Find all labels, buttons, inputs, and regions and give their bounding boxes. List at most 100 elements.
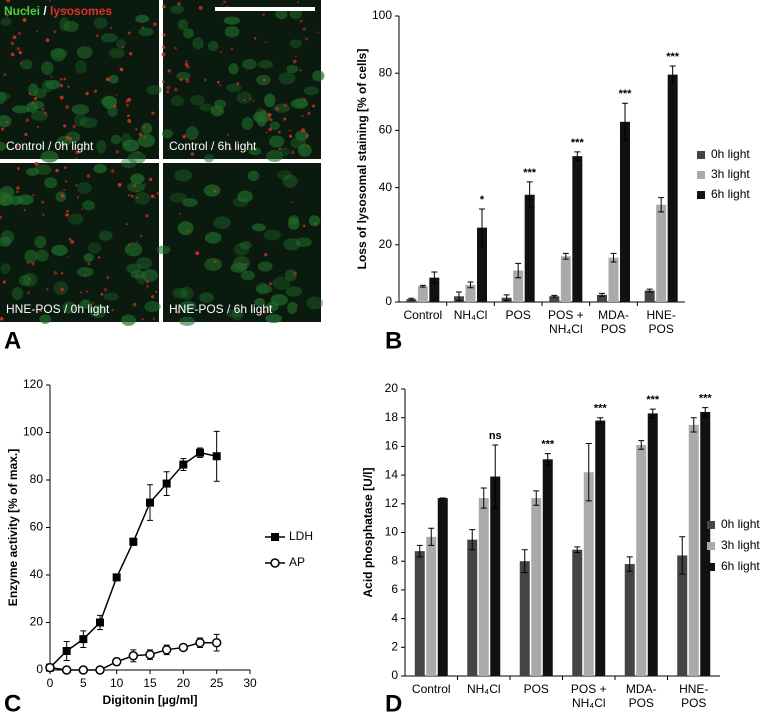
lysosome (288, 134, 293, 138)
significance-label: *** (666, 51, 680, 63)
nucleus (226, 83, 242, 93)
x-tick-label-line: NH₄Cl (454, 308, 488, 322)
y-tick-label: 4 (391, 611, 398, 625)
bar (572, 549, 583, 676)
x-tick-label-line: Control (412, 682, 451, 696)
nucleus (177, 221, 194, 236)
lysosome (127, 118, 132, 123)
bar (417, 286, 428, 302)
lysosome (16, 166, 20, 170)
lysosome (262, 110, 266, 114)
marker (146, 498, 154, 507)
lysosome (60, 193, 65, 198)
nucleus (138, 133, 156, 148)
nucleus (0, 141, 7, 152)
lysosome (301, 114, 304, 117)
nucleus (121, 314, 136, 326)
nucleus (136, 257, 153, 270)
lysosome (16, 186, 20, 190)
marker (79, 635, 88, 644)
lysosome (16, 47, 21, 51)
lysosome (203, 78, 207, 82)
bar (647, 413, 658, 676)
lysosome (288, 129, 291, 132)
lysosome (59, 95, 64, 100)
y-tick-label: 80 (379, 65, 393, 79)
lysosome (143, 125, 146, 128)
error-bar (574, 151, 581, 161)
lysosome (303, 97, 306, 101)
x-tick-label-line: POS (629, 696, 654, 710)
lysosome (119, 67, 124, 72)
nucleus (170, 95, 185, 107)
legend-label: LDH (289, 529, 313, 543)
lysosome (1, 127, 5, 131)
nucleus (144, 301, 161, 313)
nucleus (290, 98, 309, 109)
lysosome (150, 295, 155, 299)
x-tick-label: 20 (177, 676, 191, 690)
error-bar (533, 490, 540, 506)
lysosome (31, 100, 34, 104)
legend-label: 0h light (721, 517, 760, 531)
bar (519, 561, 530, 676)
lysosome (111, 308, 114, 312)
lysosome (70, 240, 75, 244)
error-bar (416, 544, 423, 558)
nucleus (265, 313, 283, 324)
nucleus (96, 139, 107, 154)
nucleus (0, 193, 13, 207)
y-tick-label: 100 (23, 425, 43, 439)
marker (195, 637, 205, 648)
error-bar (479, 208, 485, 247)
x-tick-label-line: POS (681, 696, 706, 710)
lysosome (290, 150, 295, 155)
lysosome (67, 256, 70, 258)
y-tick-label: 20 (379, 237, 393, 251)
legend-swatch (697, 151, 705, 159)
nucleus (83, 253, 94, 262)
lysosome (184, 59, 188, 63)
lysosome (37, 143, 39, 145)
y-tick-label: 12 (385, 496, 399, 510)
legend-swatch (697, 171, 705, 179)
lysosome (177, 1, 181, 6)
lysosome (264, 41, 267, 43)
nucleus (223, 16, 241, 25)
x-tick-label: Control (412, 682, 451, 696)
nucleus (108, 48, 125, 59)
lysosome (113, 104, 117, 108)
lysosome (87, 262, 91, 266)
error-bar (690, 417, 697, 433)
lysosome (228, 147, 232, 151)
bar (465, 284, 476, 302)
nucleus (53, 281, 69, 296)
lysosome (50, 75, 53, 78)
error-bar (585, 443, 592, 502)
nucleus (0, 17, 12, 26)
lysosome (156, 192, 160, 195)
significance-label: *** (541, 438, 555, 450)
lysosome (44, 112, 47, 115)
nucleus (71, 104, 90, 115)
lysosome (267, 113, 272, 117)
bar (667, 74, 678, 302)
lysosome (75, 184, 78, 187)
lysosome (49, 0, 51, 2)
nucleus (20, 59, 33, 70)
nucleus (102, 95, 117, 110)
legend-label: 6h light (721, 559, 760, 573)
nucleus (204, 231, 222, 244)
lysosome (12, 35, 17, 40)
lysosome (129, 52, 133, 56)
lysosome (24, 132, 28, 136)
image-legend-lysosomes: lysosomes (50, 4, 112, 18)
lysosome (28, 92, 31, 95)
bar (597, 294, 607, 302)
x-tick-label: 15 (143, 676, 157, 690)
lysosome (249, 97, 252, 100)
bar (572, 156, 583, 302)
lysosome (262, 310, 267, 314)
lysosome (117, 182, 122, 187)
lysosome (100, 292, 104, 296)
